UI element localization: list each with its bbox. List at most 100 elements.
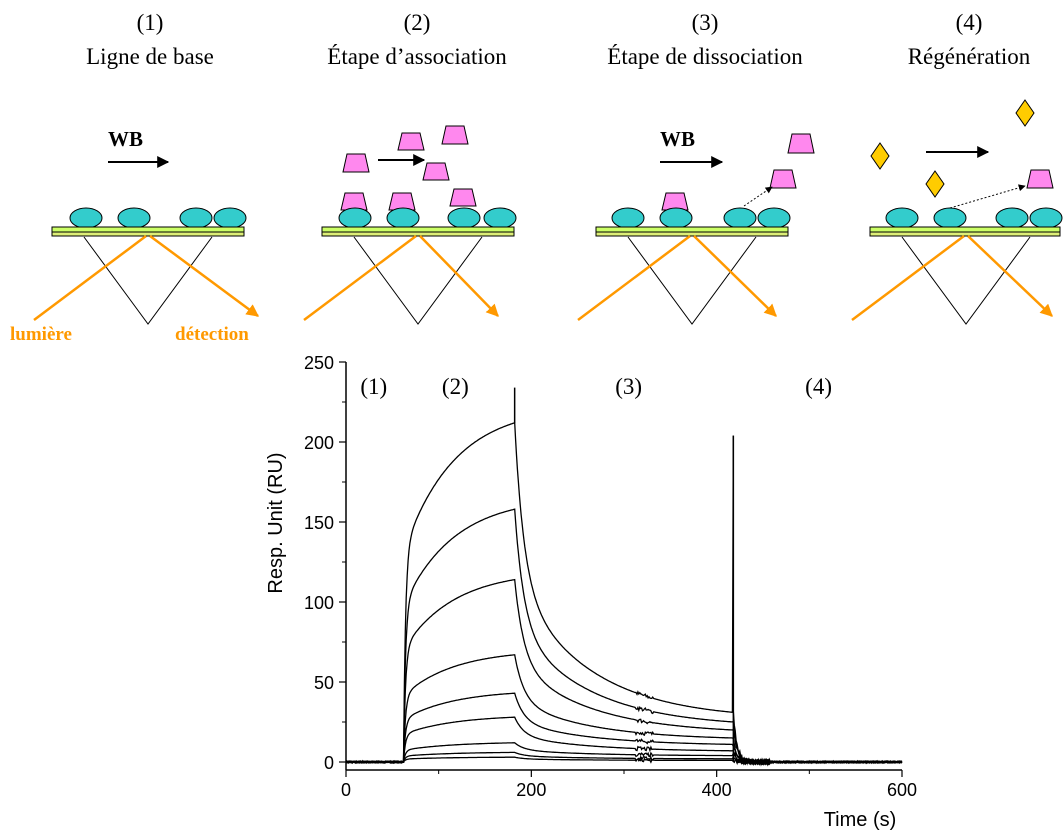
bound-analyte [388, 192, 416, 211]
wb-buffer-label: WB [660, 127, 695, 151]
analyte-molecule [422, 162, 450, 181]
analyte-molecule [441, 125, 469, 145]
x-tick-label: 600 [887, 780, 917, 800]
ligand-molecule [1029, 207, 1063, 229]
y-tick-label: 250 [304, 353, 334, 373]
bound-analyte [661, 192, 689, 211]
chart-phase-label: (3) [615, 374, 642, 399]
sensorgram-curve [345, 421, 903, 767]
x-tick-label: 400 [702, 780, 732, 800]
ligand-molecule [117, 207, 151, 229]
incident-light-beam [303, 235, 417, 321]
y-tick-label: 0 [324, 753, 334, 773]
analyte-molecule [342, 153, 370, 173]
y-tick-label: 150 [304, 513, 334, 533]
chart-phase-label: (2) [442, 374, 469, 399]
reflected-light-beam [967, 235, 1053, 317]
wb-buffer-label: WB [108, 127, 143, 151]
dissociation-arrow [743, 186, 773, 207]
step-2-title: Étape d’association [327, 44, 507, 69]
detection-label: détection [175, 324, 249, 345]
sensor-chip-substrate [595, 231, 789, 237]
sensorgram-curve [345, 742, 903, 767]
sensor-chip-surface [51, 226, 245, 233]
ligand-molecule [386, 207, 420, 229]
prism [627, 236, 757, 325]
step-3-heading: (3) Étape de dissociation [607, 10, 803, 69]
ligand-molecule [723, 207, 757, 229]
reflected-light-beam [693, 235, 777, 317]
ligand-molecule [483, 207, 517, 229]
ligand-molecule [69, 207, 103, 229]
step-3-title: Étape de dissociation [607, 44, 803, 69]
sensorgram-chart: 0 50 100 150 200 250 0 200 400 600 (1) (2) (3) (4) T… [265, 353, 917, 831]
chart-phase-label: (4) [805, 374, 832, 399]
step-4-heading: (4) Régénération [908, 10, 1031, 69]
sensorgram-curve [345, 508, 902, 766]
ligand-molecule [179, 207, 213, 229]
reflected-light-beam [419, 235, 499, 317]
light-label: lumière [10, 324, 72, 345]
ligand-molecule [757, 207, 791, 229]
x-axis-label: Time (s) [824, 809, 897, 831]
ligand-molecule [659, 207, 693, 229]
incident-light-beam [577, 235, 691, 321]
chart-ticks: 0 50 100 150 200 250 0 200 400 600 [304, 353, 917, 800]
step-1-title: Ligne de base [86, 44, 214, 69]
incident-light-beam [33, 235, 147, 321]
panel-dissociation: WB [577, 127, 815, 325]
step-2-number: (2) [404, 10, 431, 35]
ligand-molecule [447, 207, 481, 229]
chart-phase-labels: (1) (2) (3) (4) [360, 374, 832, 399]
y-axis-label: Resp. Unit (RU) [265, 452, 287, 593]
y-tick-label: 100 [304, 593, 334, 613]
dissociation-arrow [949, 184, 1026, 209]
sensorgram-curve [345, 578, 903, 766]
regeneration-solution-molecule [925, 170, 945, 198]
step-1-heading: (1) Ligne de base [86, 10, 214, 69]
ligand-molecule [885, 207, 919, 229]
released-analyte [1026, 169, 1054, 189]
ligand-molecule [611, 207, 645, 229]
y-tick-label: 50 [314, 673, 334, 693]
incident-light-beam [851, 235, 965, 321]
sensor-chip-substrate [51, 231, 245, 237]
y-tick-label: 200 [304, 433, 334, 453]
panel-regeneration [851, 99, 1063, 325]
step-2-heading: (2) Étape d’association [327, 10, 507, 69]
bound-analyte [340, 192, 368, 211]
sensor-chip-surface [321, 226, 515, 233]
sensor-chip-substrate [321, 231, 515, 237]
chart-series [345, 387, 903, 767]
step-4-number: (4) [956, 10, 983, 35]
step-3-number: (3) [692, 10, 719, 35]
panel-association [303, 125, 517, 325]
ligand-molecule [338, 207, 372, 229]
sensorgram-curve [345, 751, 903, 766]
chart-axes [345, 362, 902, 771]
step-1-number: (1) [137, 10, 164, 35]
panel-baseline: WB lumière détection [10, 127, 260, 345]
ligand-molecule [995, 207, 1029, 229]
chart-phase-label: (1) [360, 374, 387, 399]
ligand-molecule [933, 207, 967, 229]
ligand-molecule [213, 207, 247, 229]
sensorgram-curve [345, 756, 903, 766]
reflected-light-beam [149, 234, 260, 318]
step-4-title: Régénération [908, 44, 1031, 69]
released-analyte [769, 169, 797, 189]
x-tick-label: 200 [516, 780, 546, 800]
bound-analyte [449, 188, 477, 207]
sensor-chip-surface [869, 226, 1061, 233]
regeneration-solution-molecule [1015, 99, 1035, 127]
released-analyte [787, 133, 815, 154]
prism [83, 236, 213, 325]
sensor-chip-substrate [869, 231, 1061, 237]
sensor-chip-surface [595, 226, 789, 233]
analyte-molecule [397, 132, 425, 151]
x-tick-label: 0 [341, 780, 351, 800]
regeneration-solution-molecule [870, 142, 890, 170]
prism [901, 236, 1031, 325]
